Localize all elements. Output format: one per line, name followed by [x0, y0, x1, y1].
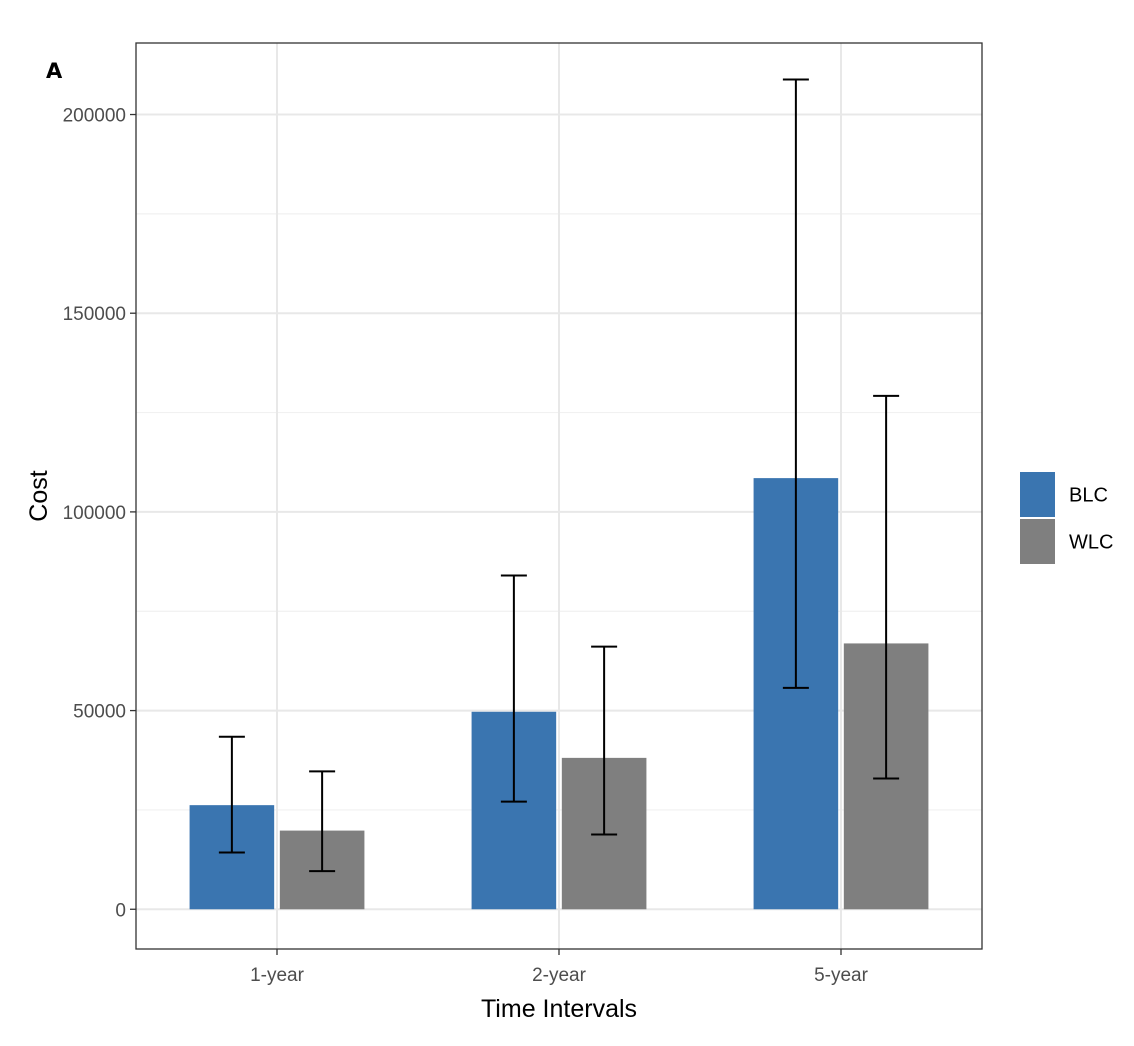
error-bars: [218, 78, 900, 873]
x-axis: 1-year 2-year 5-year: [250, 949, 869, 986]
x-tick-label: 5-year: [814, 965, 869, 986]
bars: [189, 478, 929, 910]
y-axis-title: Cost: [25, 470, 53, 521]
x-axis-title: Time Intervals: [481, 995, 637, 1023]
x-tick-label: 2-year: [532, 965, 587, 986]
grid-lines: [136, 43, 982, 949]
x-tick-label: 1-year: [250, 965, 305, 986]
legend-key-blc: [1020, 472, 1055, 517]
panel-label: A: [46, 59, 63, 83]
legend: BLC WLC: [1020, 472, 1113, 564]
y-tick-label: 100000: [63, 503, 126, 524]
y-axis: 0 50000 100000 150000 200000: [63, 106, 136, 921]
legend-label-wlc: WLC: [1069, 532, 1113, 554]
y-tick-label: 150000: [63, 304, 126, 325]
legend-label-blc: BLC: [1069, 485, 1108, 507]
legend-key-wlc: [1020, 519, 1055, 564]
y-tick-label: 200000: [63, 106, 126, 127]
y-tick-label: 50000: [73, 702, 126, 723]
y-tick-label: 0: [115, 900, 126, 921]
